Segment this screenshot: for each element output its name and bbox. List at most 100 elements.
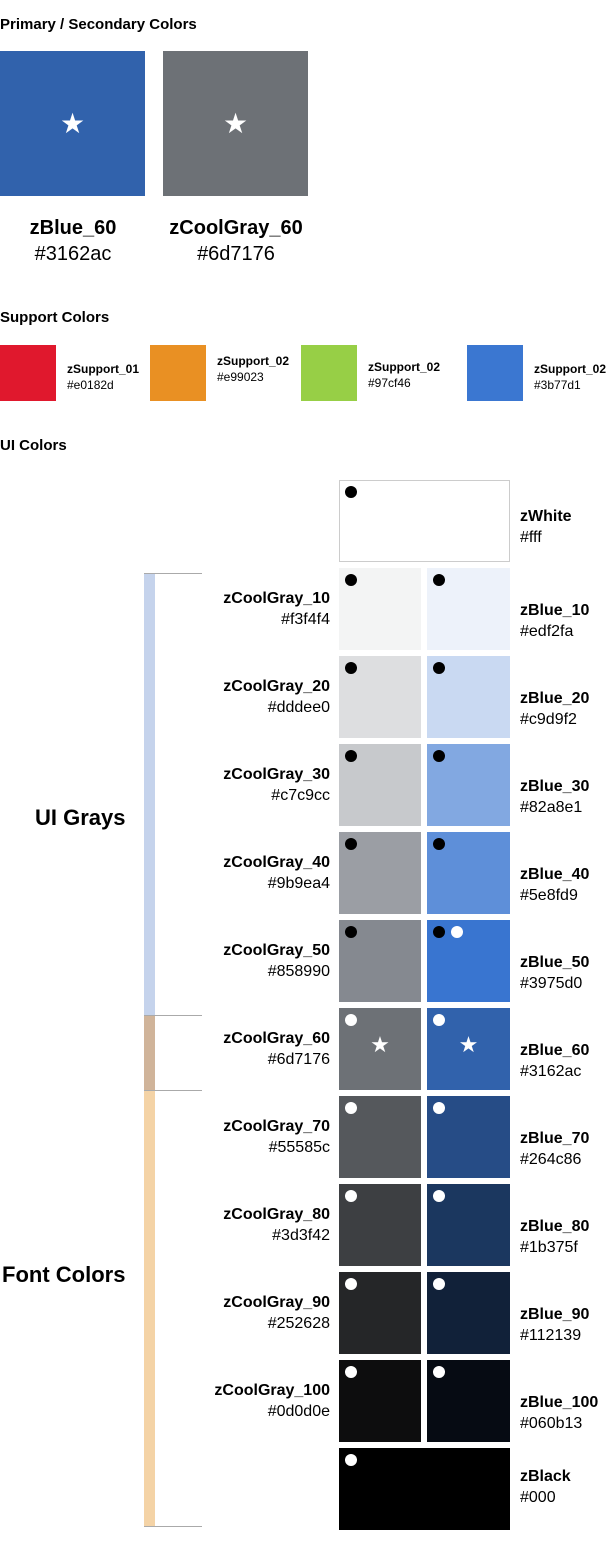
swatch-hex: #3975d0: [520, 975, 583, 992]
color-swatch: [339, 1184, 421, 1266]
swatch-label: zCoolGray_80 #3d3f42: [223, 1204, 330, 1246]
swatch-name: zBlue_60: [29, 217, 117, 239]
ui-section-title: UI Colors: [0, 437, 67, 454]
white-dot-icon: [433, 1014, 445, 1026]
swatch-name: zBlue_70: [520, 1130, 590, 1147]
swatch-name: zSupport_02: [217, 354, 290, 368]
primary-swatch: ★: [0, 51, 145, 196]
color-swatch: [427, 568, 510, 650]
swatch-name: zSupport_01: [67, 362, 140, 376]
white-dot-icon: [345, 1366, 357, 1378]
swatch-hex: #264c86: [520, 1151, 582, 1168]
swatch-label: zBlue_20 #c9d9f2: [520, 688, 589, 730]
swatch-hex: #9b9ea4: [267, 875, 330, 892]
black-dot-icon: [345, 486, 357, 498]
black-dot-icon: [433, 574, 445, 586]
swatch-label: zBlue_60 #3162ac: [520, 1040, 589, 1082]
color-swatch: [339, 832, 421, 914]
swatch-hex: #c7c9cc: [271, 787, 330, 804]
swatch-label: zCoolGray_70 #55585c: [223, 1116, 330, 1158]
black-dot-icon: [345, 662, 357, 674]
color-swatch: [339, 568, 421, 650]
swatch-hex: #112139: [520, 1327, 582, 1344]
swatch-hex: #e0182d: [67, 378, 114, 392]
black-dot-icon: [433, 662, 445, 674]
font-colors-bracket: [144, 1090, 155, 1526]
swatch-name: zCoolGray_80: [223, 1206, 330, 1223]
ui-grays-label: UI Grays: [35, 805, 126, 830]
swatch-name: zBlue_30: [520, 778, 590, 795]
swatch-hex: #3162ac: [34, 243, 112, 265]
color-swatch: [427, 920, 510, 1002]
swatch-hex: #252628: [267, 1315, 330, 1332]
color-swatch: ★: [339, 1008, 421, 1090]
divider: [144, 1090, 202, 1091]
color-swatch: [427, 1096, 510, 1178]
swatch-label: zCoolGray_50 #858990: [223, 940, 330, 982]
black-dot-icon: [345, 574, 357, 586]
swatch-hex: #6d7176: [197, 243, 275, 265]
swatch-hex: #3162ac: [520, 1063, 582, 1080]
swatch-hex: #3b77d1: [534, 378, 581, 392]
swatch-name: zSupport_02: [368, 360, 441, 374]
swatch-name: zCoolGray_30: [223, 766, 330, 783]
swatch-label: zCoolGray_10 #f3f4f4: [223, 588, 330, 630]
swatch-label: zCoolGray_100 #0d0d0e: [214, 1380, 330, 1422]
color-swatch: [427, 832, 510, 914]
white-dot-icon: [433, 1278, 445, 1290]
swatch-name: zBlue_10: [520, 602, 590, 619]
color-swatch: [339, 1360, 421, 1442]
ui-grays-bracket: [144, 574, 155, 1015]
divider: [144, 1015, 202, 1016]
swatch-hex: #1b375f: [520, 1239, 578, 1256]
swatch-name: zCoolGray_90: [223, 1294, 330, 1311]
black-dot-icon: [345, 750, 357, 762]
swatch-label: zBlue_90 #112139: [520, 1304, 589, 1346]
swatch-label: zBlue_100 #060b13: [520, 1392, 598, 1434]
swatch-hex: #f3f4f4: [281, 611, 330, 628]
swatch-label: zBlack #000: [520, 1466, 571, 1508]
swatch-label: zBlue_40 #5e8fd9: [520, 864, 589, 906]
black-dot-icon: [433, 838, 445, 850]
overlap-bracket: [144, 1015, 155, 1090]
color-swatch: [339, 920, 421, 1002]
swatch-label: zCoolGray_90 #252628: [223, 1292, 330, 1334]
swatch-name: zCoolGray_10: [223, 590, 330, 607]
swatch-hex: #edf2fa: [520, 623, 574, 640]
swatch-name: zBlue_60: [520, 1042, 590, 1059]
divider: [144, 1526, 202, 1527]
white-dot-icon: [433, 1102, 445, 1114]
white-dot-icon: [433, 1190, 445, 1202]
star-icon: ★: [222, 108, 249, 139]
black-dot-icon: [433, 926, 445, 938]
swatch-hex: #97cf46: [368, 376, 411, 390]
swatch-label: zBlue_10 #edf2fa: [520, 600, 589, 642]
swatch-hex: #e99023: [217, 370, 264, 384]
divider: [144, 573, 202, 574]
swatch-label: zCoolGray_40 #9b9ea4: [223, 852, 330, 894]
white-dot-icon: [345, 1102, 357, 1114]
color-swatch: [427, 744, 510, 826]
color-swatch: [339, 1096, 421, 1178]
swatch-name: zCoolGray_20: [223, 678, 330, 695]
swatch-label: zCoolGray_20 #dddee0: [223, 676, 330, 718]
swatch-name: zBlue_20: [520, 690, 590, 707]
swatch-name: zCoolGray_60: [223, 1030, 330, 1047]
swatch-label: zBlue_80 #1b375f: [520, 1216, 589, 1258]
color-swatch: [339, 480, 510, 562]
black-dot-icon: [433, 750, 445, 762]
primary-swatch: ★: [163, 51, 308, 196]
swatch-hex: #0d0d0e: [267, 1403, 330, 1420]
swatch-hex: #000: [520, 1489, 556, 1506]
swatch-hex: #3d3f42: [272, 1227, 330, 1244]
swatch-label: zBlue_50 #3975d0: [520, 952, 589, 994]
swatch-name: zBlue_50: [520, 954, 590, 971]
swatch-hex: #060b13: [520, 1415, 583, 1432]
swatch-hex: #c9d9f2: [520, 711, 577, 728]
color-swatch: [339, 744, 421, 826]
color-swatch: [339, 656, 421, 738]
swatch-hex: #82a8e1: [520, 799, 583, 816]
star-icon: ★: [370, 1032, 390, 1057]
white-dot-icon: [433, 1366, 445, 1378]
font-colors-label: Font Colors: [2, 1262, 126, 1287]
